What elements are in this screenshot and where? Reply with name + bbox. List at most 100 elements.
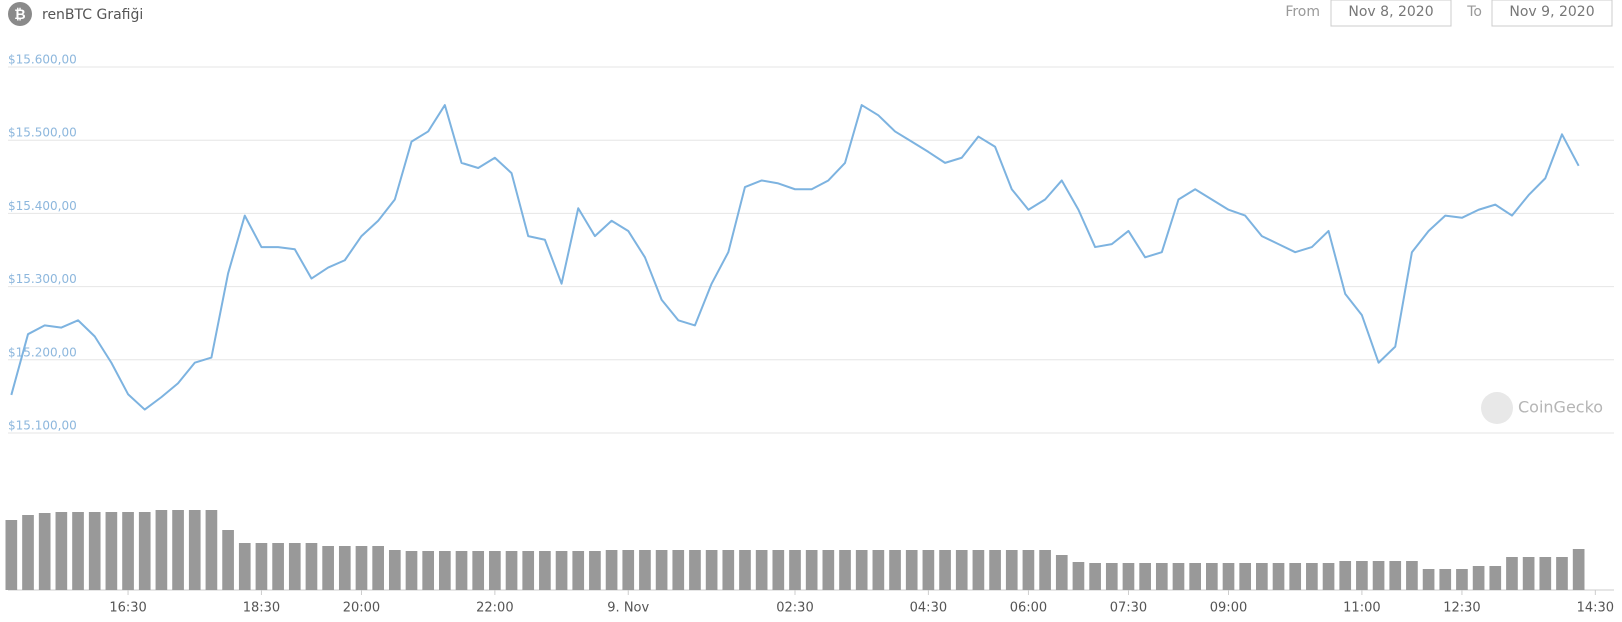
- watermark: CoinGecko: [1518, 398, 1603, 417]
- volume-bar: [1422, 569, 1435, 590]
- volume-bar: [605, 550, 618, 590]
- y-tick-label: $15.500,00: [8, 126, 77, 140]
- volume-bar: [1055, 555, 1068, 590]
- y-tick-label: $15.600,00: [8, 53, 77, 67]
- volume-bar: [1039, 550, 1051, 590]
- volume-bar: [1572, 549, 1585, 590]
- x-tick-label: 20:00: [343, 601, 380, 616]
- volume-bar: [422, 551, 435, 590]
- volume-bar: [138, 512, 151, 590]
- x-tick-label: 12:30: [1443, 601, 1480, 616]
- volume-bar: [1072, 562, 1085, 590]
- volume-bar: [555, 551, 568, 590]
- volume-bar: [1272, 563, 1285, 590]
- volume-bar: [589, 551, 601, 590]
- volume-bar: [1022, 550, 1035, 590]
- volume-bar: [155, 510, 168, 590]
- volume-bar: [1322, 563, 1335, 590]
- x-tick-label: 22:00: [476, 601, 513, 616]
- x-tick-label: 07:30: [1110, 601, 1147, 616]
- volume-bar: [188, 510, 201, 590]
- volume-bar: [1489, 566, 1502, 590]
- volume-bar: [55, 512, 68, 590]
- to-input[interactable]: [1491, 0, 1613, 27]
- from-date: Nov 8, 2020: [1348, 4, 1433, 20]
- volume-bar: [672, 550, 685, 590]
- volume-bar: [989, 550, 1001, 590]
- volume-bar: [439, 551, 451, 590]
- to-label: To: [1466, 4, 1482, 20]
- volume-bar: [839, 550, 851, 590]
- volume-bar: [739, 550, 751, 590]
- volume-bar: [305, 543, 318, 590]
- volume-bar: [1456, 569, 1468, 590]
- x-tick-label: 14:30: [1577, 601, 1614, 616]
- volume-bar: [522, 551, 535, 590]
- volume-bar: [222, 530, 234, 590]
- volume-bar: [505, 551, 518, 590]
- volume-bar: [872, 550, 885, 590]
- coin-symbol: ₿: [14, 7, 25, 23]
- volume-bar: [489, 551, 501, 590]
- price-line: [10, 104, 1580, 411]
- y-tick-label: $15.400,00: [8, 199, 77, 213]
- y-tick-label: $15.200,00: [8, 345, 77, 359]
- volume-bar: [1122, 563, 1135, 590]
- volume-bar: [288, 543, 301, 590]
- volume-bar: [355, 546, 368, 590]
- volume-bar: [855, 550, 868, 590]
- volume-bar: [1205, 563, 1218, 590]
- volume-bar: [388, 550, 401, 590]
- volume-bar: [272, 543, 284, 590]
- volume-bar: [22, 515, 34, 590]
- from-input[interactable]: [1330, 0, 1452, 27]
- coin-icon: [8, 2, 32, 26]
- volume-bar: [1005, 550, 1018, 590]
- x-tick-label: 02:30: [776, 601, 813, 616]
- y-tick-label: $15.100,00: [8, 419, 77, 433]
- volume-bar: [622, 550, 635, 590]
- volume-bar: [1222, 563, 1235, 590]
- volume-bar: [1289, 563, 1302, 590]
- from-label: From: [1285, 4, 1320, 20]
- volume-bar: [889, 550, 901, 590]
- y-tick-label: $15.300,00: [8, 272, 77, 286]
- volume-bar: [322, 546, 334, 590]
- volume-bar: [88, 512, 101, 590]
- volume-bar: [1189, 563, 1201, 590]
- chart-title: renBTC Grafiği: [42, 7, 143, 23]
- volume-bar: [1339, 561, 1352, 590]
- volume-bar: [1172, 563, 1185, 590]
- volume-bar: [72, 512, 84, 590]
- volume-bar: [455, 551, 468, 590]
- volume-bar: [38, 513, 51, 590]
- volume-bar: [639, 550, 651, 590]
- volume-bar: [5, 520, 18, 590]
- volume-bar: [1556, 557, 1568, 590]
- watermark-logo: [1481, 392, 1513, 424]
- x-tick-label: 9. Nov: [607, 601, 649, 616]
- x-tick-label: 09:00: [1210, 601, 1247, 616]
- x-tick-label: 06:00: [1010, 601, 1047, 616]
- volume-bar: [1472, 566, 1485, 590]
- volume-bar: [372, 546, 384, 590]
- volume-bar: [338, 546, 351, 590]
- volume-bar: [772, 550, 785, 590]
- x-tick-label: 11:00: [1343, 601, 1380, 616]
- volume-bar: [1406, 561, 1418, 590]
- volume-bar: [1239, 563, 1252, 590]
- x-tick-label: 04:30: [910, 601, 947, 616]
- volume-bar: [238, 543, 251, 590]
- volume-bar: [539, 551, 551, 590]
- volume-bar: [1105, 563, 1118, 590]
- volume-bar: [1356, 561, 1368, 590]
- volume-bar: [1506, 557, 1518, 590]
- volume-bar: [1155, 563, 1168, 590]
- volume-bar: [655, 550, 668, 590]
- volume-bar: [572, 551, 585, 590]
- volume-bar: [255, 543, 268, 590]
- volume-bar: [1256, 563, 1268, 590]
- volume-bar: [689, 550, 701, 590]
- volume-bar: [1539, 557, 1552, 590]
